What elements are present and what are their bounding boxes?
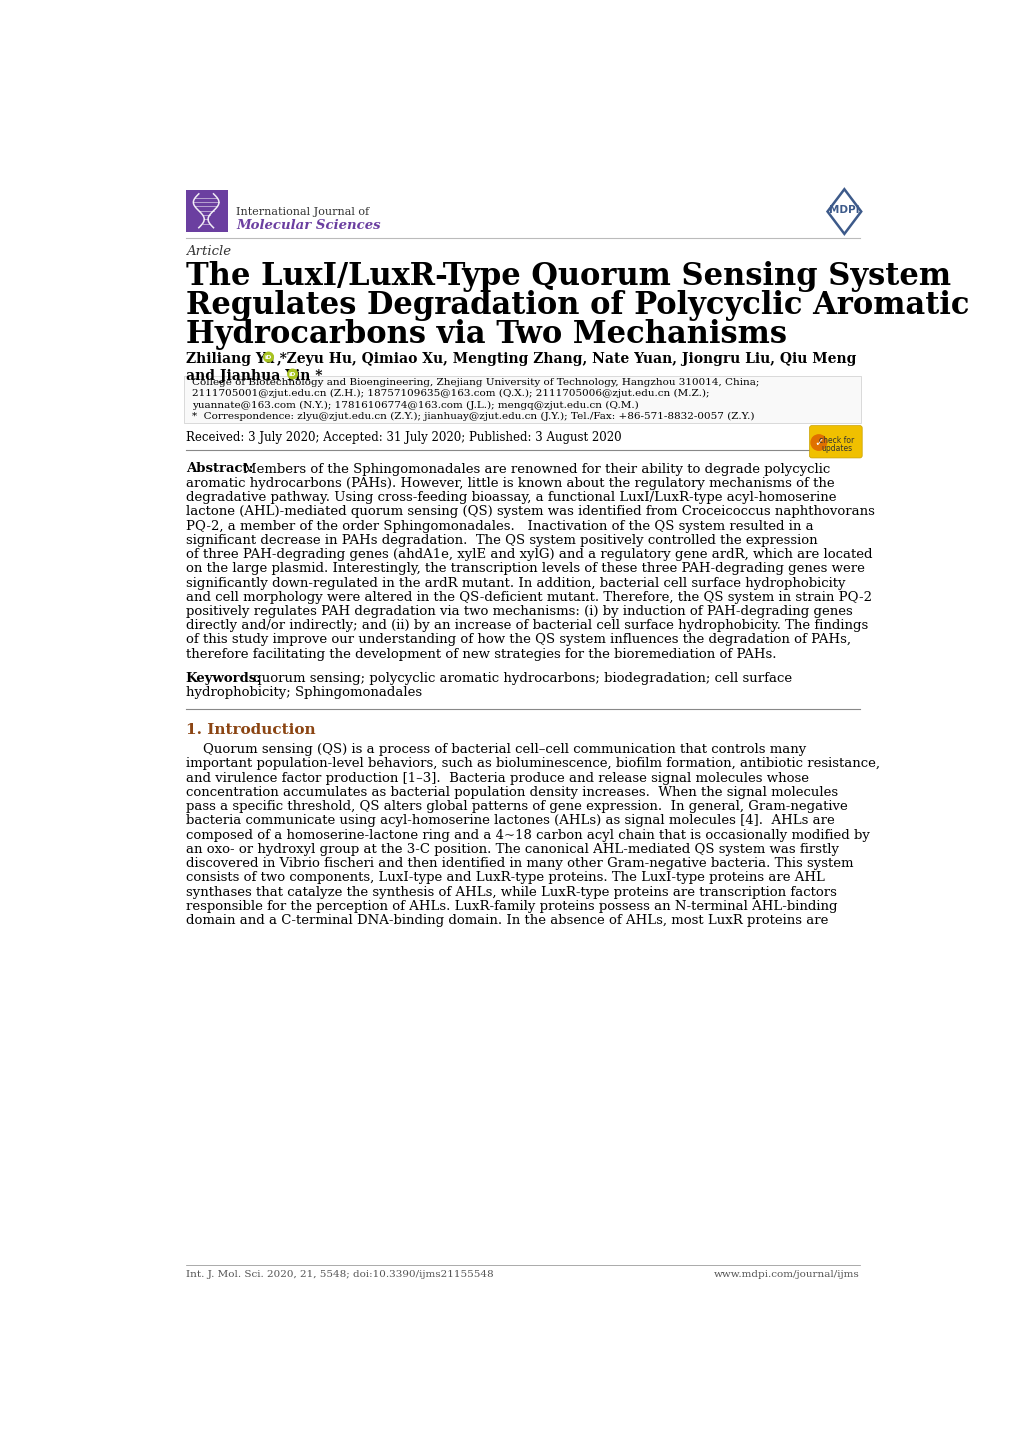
Text: MDPI: MDPI xyxy=(828,205,859,215)
Text: positively regulates PAH degradation via two mechanisms: (i) by induction of PAH: positively regulates PAH degradation via… xyxy=(185,606,852,619)
Text: lactone (AHL)-mediated quorum sensing (QS) system was identified from Croceicocc: lactone (AHL)-mediated quorum sensing (Q… xyxy=(185,505,873,518)
FancyBboxPatch shape xyxy=(809,425,861,459)
Text: bacteria communicate using acyl-homoserine lactones (AHLs) as signal molecules [: bacteria communicate using acyl-homoseri… xyxy=(185,815,834,828)
Text: check for: check for xyxy=(818,435,854,444)
Text: synthases that catalyze the synthesis of AHLs, while LuxR-type proteins are tran: synthases that catalyze the synthesis of… xyxy=(185,885,836,898)
Text: PQ-2, a member of the order Sphingomonadales.   Inactivation of the QS system re: PQ-2, a member of the order Sphingomonad… xyxy=(185,519,812,532)
Text: important population-level behaviors, such as bioluminescence, biofilm formation: important population-level behaviors, su… xyxy=(185,757,878,770)
Text: Regulates Degradation of Polycyclic Aromatic: Regulates Degradation of Polycyclic Arom… xyxy=(185,290,968,322)
Text: hydrophobicity; Sphingomonadales: hydrophobicity; Sphingomonadales xyxy=(185,686,421,699)
Circle shape xyxy=(287,369,298,379)
Text: Members of the Sphingomonadales are renowned for their ability to degrade polycy: Members of the Sphingomonadales are reno… xyxy=(243,463,829,476)
Text: composed of a homoserine-lactone ring and a 4~18 carbon acyl chain that is occas: composed of a homoserine-lactone ring an… xyxy=(185,829,868,842)
Text: and cell morphology were altered in the QS-deficient mutant. Therefore, the QS s: and cell morphology were altered in the … xyxy=(185,591,871,604)
Text: Int. J. Mol. Sci. 2020, 21, 5548; doi:10.3390/ijms21155548: Int. J. Mol. Sci. 2020, 21, 5548; doi:10… xyxy=(185,1270,493,1279)
Text: Hydrocarbons via Two Mechanisms: Hydrocarbons via Two Mechanisms xyxy=(185,319,786,350)
Text: , Zeyu Hu, Qimiao Xu, Mengting Zhang, Nate Yuan, Jiongru Liu, Qiu Meng: , Zeyu Hu, Qimiao Xu, Mengting Zhang, Na… xyxy=(277,352,856,366)
Text: significant decrease in PAHs degradation.  The QS system positively controlled t: significant decrease in PAHs degradation… xyxy=(185,534,816,547)
Text: updates: updates xyxy=(820,444,851,453)
Text: Molecular Sciences: Molecular Sciences xyxy=(235,219,380,232)
Text: therefore facilitating the development of new strategies for the bioremediation : therefore facilitating the development o… xyxy=(185,647,775,660)
Circle shape xyxy=(810,435,825,450)
Text: Quorum sensing (QS) is a process of bacterial cell–cell communication that contr: Quorum sensing (QS) is a process of bact… xyxy=(185,743,805,756)
Text: of this study improve our understanding of how the QS system influences the degr: of this study improve our understanding … xyxy=(185,633,850,646)
Text: iD: iD xyxy=(288,372,296,376)
Text: an oxo- or hydroxyl group at the 3-C position. The canonical AHL-mediated QS sys: an oxo- or hydroxyl group at the 3-C pos… xyxy=(185,844,838,857)
Text: concentration accumulates as bacterial population density increases.  When the s: concentration accumulates as bacterial p… xyxy=(185,786,837,799)
Text: Keywords:: Keywords: xyxy=(185,672,262,685)
Text: *  Correspondence: zlyu@zjut.edu.cn (Z.Y.); jianhuay@zjut.edu.cn (J.Y.); Tel./Fa: * Correspondence: zlyu@zjut.edu.cn (Z.Y.… xyxy=(192,412,754,421)
FancyBboxPatch shape xyxy=(183,376,861,423)
Text: consists of two components, LuxI-type and LuxR-type proteins. The LuxI-type prot: consists of two components, LuxI-type an… xyxy=(185,871,823,884)
Text: 2111705001@zjut.edu.cn (Z.H.); 18757109635@163.com (Q.X.); 2111705006@zjut.edu.c: 2111705001@zjut.edu.cn (Z.H.); 187571096… xyxy=(192,389,708,398)
Circle shape xyxy=(264,352,273,362)
Text: discovered in Vibrio fischeri and then identified in many other Gram-negative ba: discovered in Vibrio fischeri and then i… xyxy=(185,857,852,870)
Text: Zhiliang Yu *: Zhiliang Yu * xyxy=(185,352,286,366)
Text: Abstract:: Abstract: xyxy=(185,461,253,474)
Text: and Jianhua Yin *: and Jianhua Yin * xyxy=(185,369,322,382)
Text: aromatic hydrocarbons (PAHs). However, little is known about the regulatory mech: aromatic hydrocarbons (PAHs). However, l… xyxy=(185,477,834,490)
Text: quorum sensing; polycyclic aromatic hydrocarbons; biodegradation; cell surface: quorum sensing; polycyclic aromatic hydr… xyxy=(249,672,792,685)
Text: of three PAH-degrading genes (ahdA1e, xylE and xylG) and a regulatory gene ardR,: of three PAH-degrading genes (ahdA1e, xy… xyxy=(185,548,871,561)
FancyBboxPatch shape xyxy=(185,190,228,232)
Text: yuannate@163.com (N.Y.); 17816106774@163.com (J.L.); mengq@zjut.edu.cn (Q.M.): yuannate@163.com (N.Y.); 17816106774@163… xyxy=(192,401,638,410)
Text: degradative pathway. Using cross-feeding bioassay, a functional LuxI/LuxR-type a: degradative pathway. Using cross-feeding… xyxy=(185,492,836,505)
Text: College of Biotechnology and Bioengineering, Zhejiang University of Technology, : College of Biotechnology and Bioengineer… xyxy=(192,378,758,386)
Text: 1. Introduction: 1. Introduction xyxy=(185,724,315,737)
Text: ✓: ✓ xyxy=(813,437,822,447)
Text: www.mdpi.com/journal/ijms: www.mdpi.com/journal/ijms xyxy=(713,1270,859,1279)
Text: directly and/or indirectly; and (ii) by an increase of bacterial cell surface hy: directly and/or indirectly; and (ii) by … xyxy=(185,619,867,632)
Text: pass a specific threshold, QS alters global patterns of gene expression.  In gen: pass a specific threshold, QS alters glo… xyxy=(185,800,847,813)
Text: domain and a C-terminal DNA-binding domain. In the absence of AHLs, most LuxR pr: domain and a C-terminal DNA-binding doma… xyxy=(185,914,827,927)
Text: The LuxI/LuxR-Type Quorum Sensing System: The LuxI/LuxR-Type Quorum Sensing System xyxy=(185,261,950,291)
Text: Article: Article xyxy=(185,245,230,258)
Text: responsible for the perception of AHLs. LuxR-family proteins possess an N-termin: responsible for the perception of AHLs. … xyxy=(185,900,837,913)
Text: and virulence factor production [1–3].  Bacteria produce and release signal mole: and virulence factor production [1–3]. B… xyxy=(185,771,808,784)
Text: significantly down-regulated in the ardR mutant. In addition, bacterial cell sur: significantly down-regulated in the ardR… xyxy=(185,577,845,590)
Text: Received: 3 July 2020; Accepted: 31 July 2020; Published: 3 August 2020: Received: 3 July 2020; Accepted: 31 July… xyxy=(185,431,621,444)
Text: International Journal of: International Journal of xyxy=(235,206,369,216)
Text: on the large plasmid. Interestingly, the transcription levels of these three PAH: on the large plasmid. Interestingly, the… xyxy=(185,562,864,575)
Text: iD: iD xyxy=(265,355,272,359)
